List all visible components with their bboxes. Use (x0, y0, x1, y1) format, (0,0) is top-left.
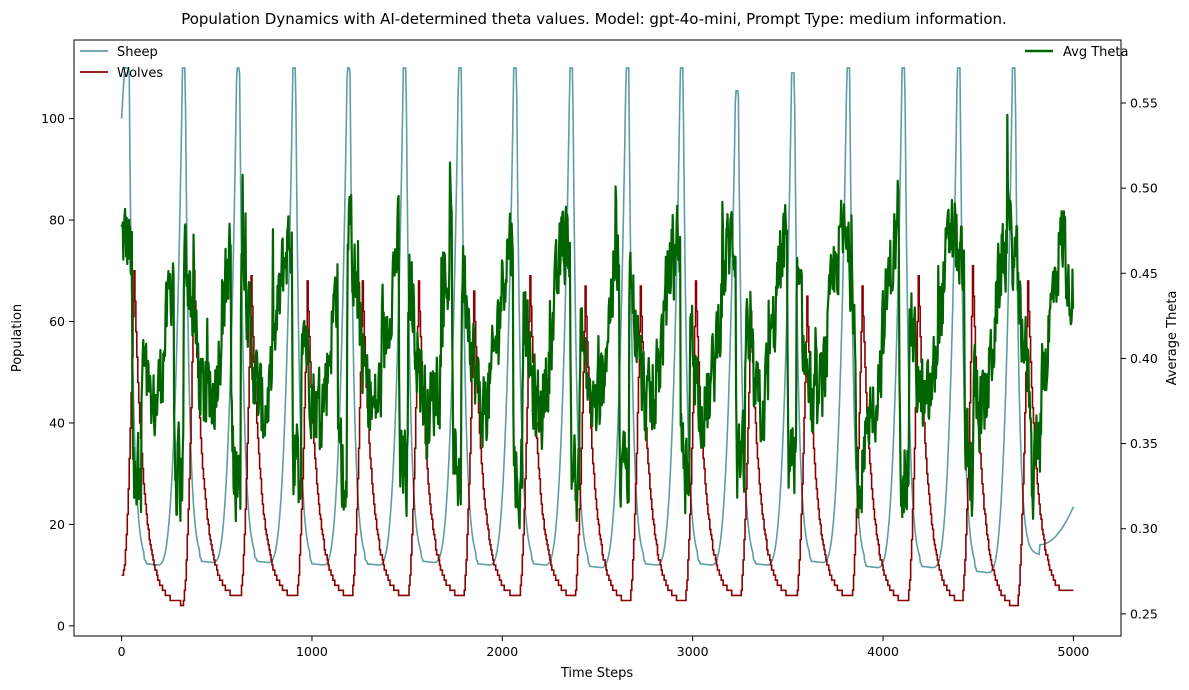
legend-sheep-label: Sheep (117, 45, 158, 60)
series-layer (120, 67, 1075, 607)
y-left-tick-label: 60 (49, 314, 65, 329)
y-axis-left: 0 20 40 60 80 100 (41, 111, 74, 633)
y-left-tick-label: 20 (49, 517, 65, 532)
y-right-tick-label: 0.55 (1130, 96, 1158, 111)
y-axis-right-label: Average Theta (1165, 291, 1180, 386)
x-tick-label: 5000 (1058, 644, 1090, 659)
legend-wolves-label: Wolves (117, 66, 163, 81)
y-left-tick-label: 80 (49, 213, 65, 228)
chart-title: Population Dynamics with AI-determined t… (181, 10, 1007, 28)
x-tick-label: 2000 (486, 644, 518, 659)
x-axis: 0 1000 2000 3000 4000 5000 (118, 636, 1090, 659)
x-tick-label: 1000 (296, 644, 328, 659)
legend-avg-theta-label: Avg Theta (1063, 45, 1128, 60)
x-axis-label: Time Steps (560, 666, 634, 681)
series-avg-theta-line (120, 113, 1075, 530)
y-axis-left-label: Population (10, 304, 25, 372)
series-sheep-line (120, 67, 1075, 574)
x-tick-label: 0 (118, 644, 126, 659)
x-tick-label: 4000 (867, 644, 899, 659)
legend-left: Sheep Wolves (80, 45, 163, 81)
x-tick-label: 3000 (677, 644, 709, 659)
y-left-tick-label: 40 (49, 415, 65, 430)
y-axis-right: 0.25 0.30 0.35 0.40 0.45 0.50 0.55 (1121, 96, 1158, 621)
legend-right: Avg Theta (1025, 45, 1128, 60)
plot-frame (73, 39, 1122, 637)
y-left-tick-label: 100 (41, 111, 65, 126)
y-right-tick-label: 0.30 (1130, 521, 1158, 536)
y-right-tick-label: 0.50 (1130, 181, 1158, 196)
y-right-tick-label: 0.45 (1130, 266, 1158, 281)
y-left-tick-label: 0 (57, 618, 65, 633)
y-right-tick-label: 0.25 (1130, 606, 1158, 621)
y-right-tick-label: 0.40 (1130, 351, 1158, 366)
series-wolves-line (121, 264, 1074, 607)
y-right-tick-label: 0.35 (1130, 436, 1158, 451)
